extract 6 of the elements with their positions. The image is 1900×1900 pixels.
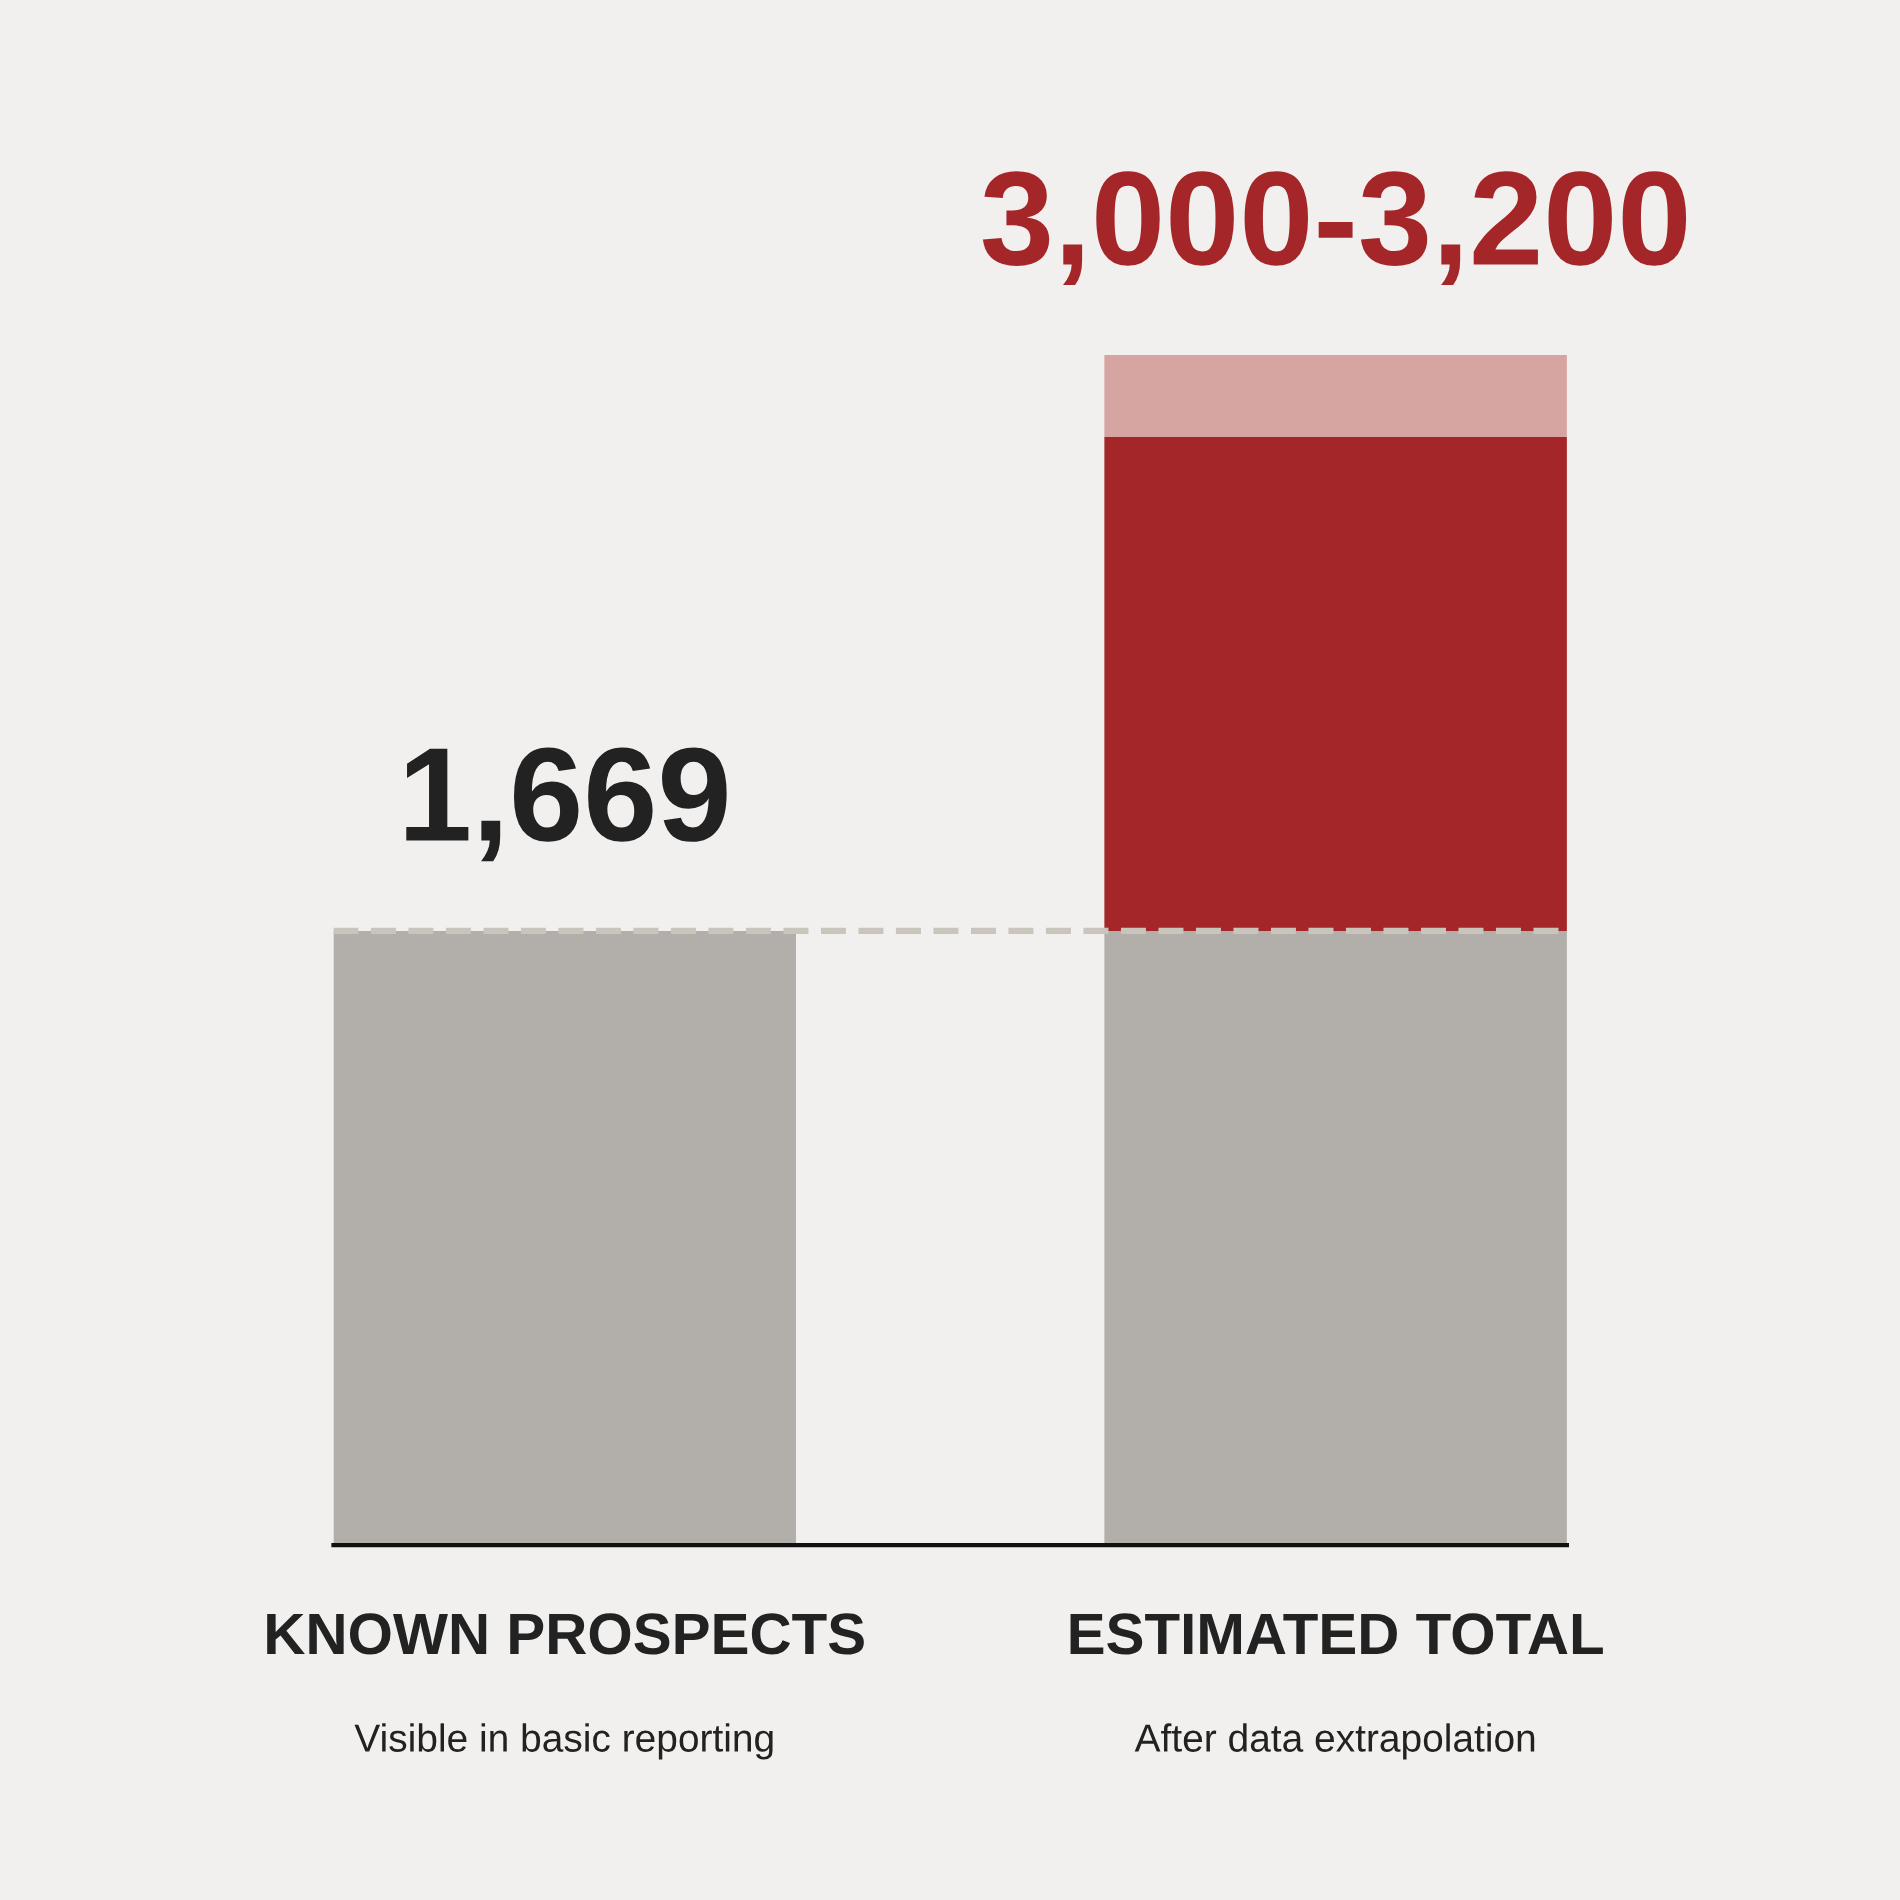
text: Visible in basic reporting (354, 1723, 773, 1760)
annotation: 3,000-3,200 (982, 171, 1687, 286)
annotation: 1,669 (406, 747, 727, 862)
x-tick-label: ESTIMATED TOTAL (1070, 1613, 1603, 1655)
x-tick-label: KNOWN PROSPECTS (267, 1613, 864, 1655)
text: After data extrapolation (1134, 1723, 1535, 1760)
